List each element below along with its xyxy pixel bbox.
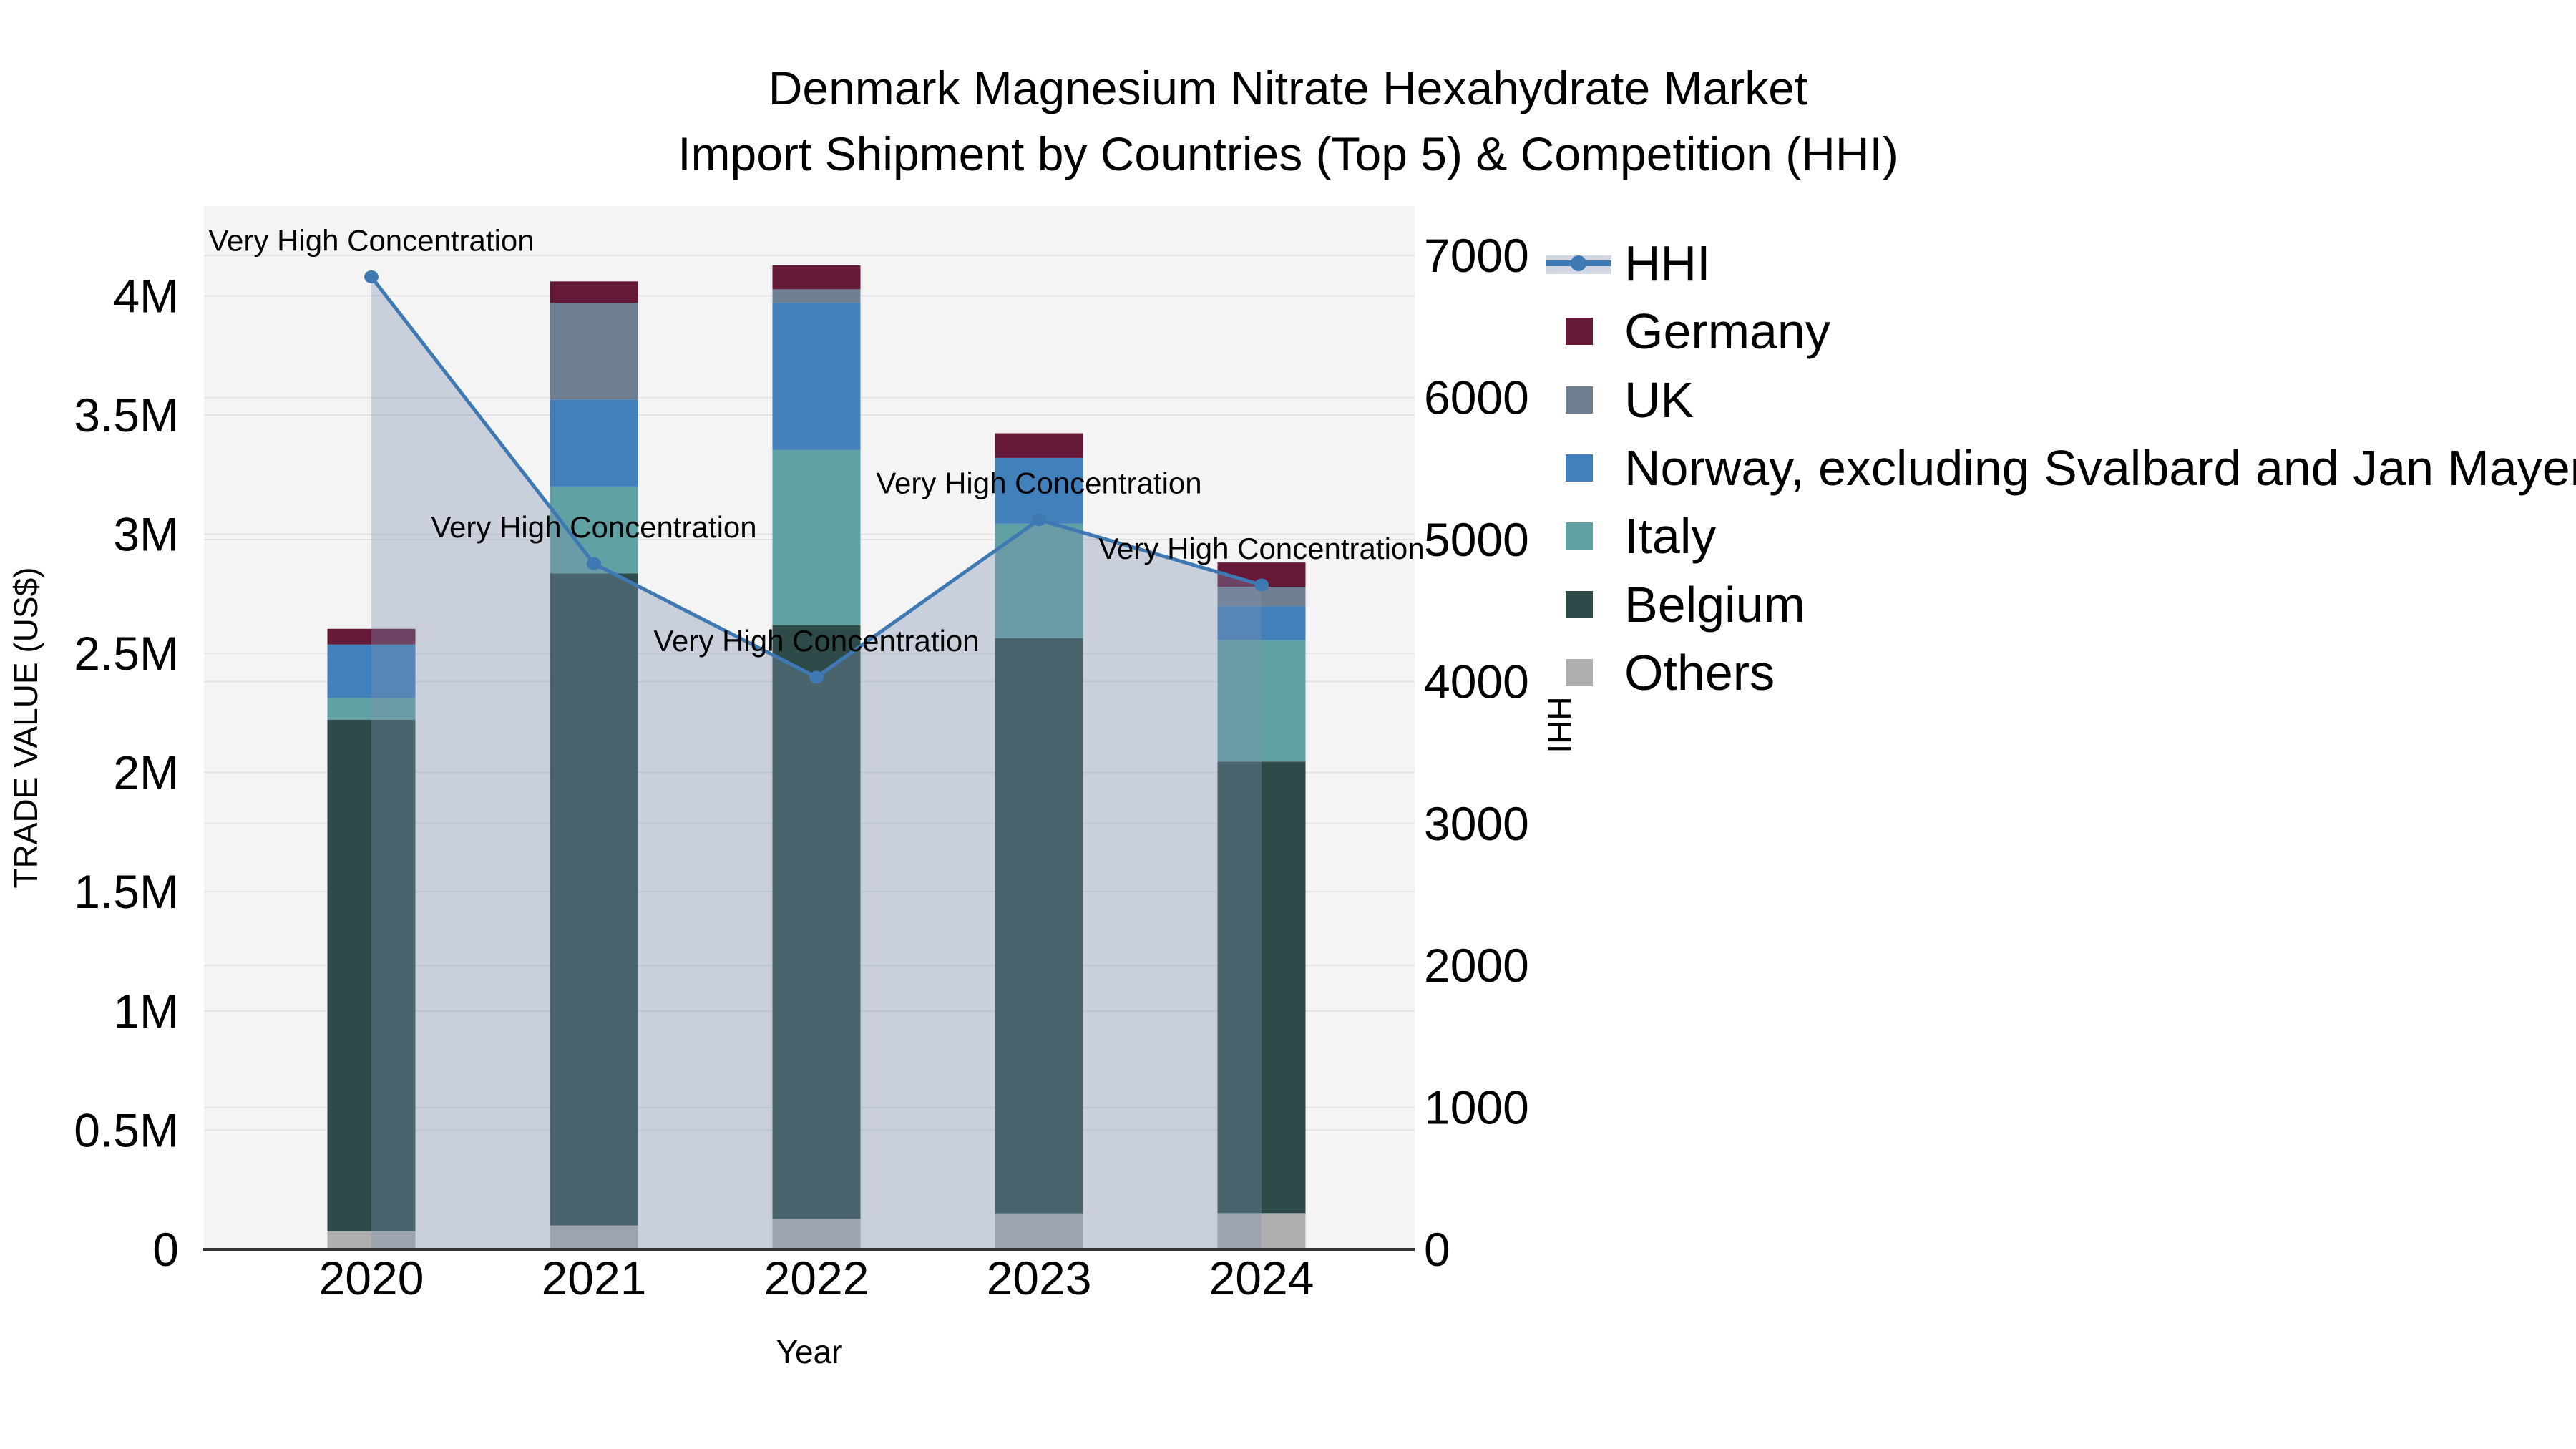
x-axis-title: Year (776, 1333, 843, 1370)
bar-2022-norway-excluding-svalbard-and-jan-mayen[interactable] (772, 303, 861, 450)
y-left-tick: 0.5M (74, 1103, 179, 1156)
annotation-2024: Very High Concentration (1098, 532, 1424, 565)
annotation-2020: Very High Concentration (208, 223, 534, 257)
y-right-tick: 2000 (1424, 939, 1529, 992)
hhi-marker-2022[interactable] (809, 670, 824, 684)
legend-item-italy[interactable]: Italy (1546, 502, 1716, 570)
bar-2022-italy[interactable] (772, 449, 861, 625)
hhi-marker-2020[interactable] (364, 270, 379, 283)
legend-item-germany[interactable]: Germany (1546, 298, 1830, 366)
legend-item-norway-excluding-svalbard-and-jan-mayen[interactable]: Norway, excluding Svalbard and Jan Mayen (1546, 434, 2576, 502)
bar-2022-others[interactable] (772, 1219, 861, 1249)
legend-swatch-uk (1566, 386, 1593, 414)
bar-2021-belgium[interactable] (550, 573, 638, 1226)
y-right-axis-title: HHI (1541, 696, 1578, 753)
bar-2021-norway-excluding-svalbard-and-jan-mayen[interactable] (550, 399, 638, 487)
legend-label: HHI (1624, 235, 1711, 291)
bar-2020-belgium[interactable] (327, 719, 416, 1232)
bar-2020-norway-excluding-svalbard-and-jan-mayen[interactable] (327, 644, 416, 698)
annotation-2021: Very High Concentration (431, 510, 756, 544)
hhi-marker-2023[interactable] (1032, 513, 1046, 527)
bar-2024-italy[interactable] (1217, 640, 1306, 762)
x-tick: 2023 (987, 1252, 1092, 1304)
bar-2020-others[interactable] (327, 1231, 416, 1249)
legend-label: UK (1624, 371, 1694, 428)
y-right-tick: 5000 (1424, 513, 1529, 566)
bar-2020-italy[interactable] (327, 698, 416, 720)
bar-2023-germany[interactable] (995, 433, 1083, 458)
legend-label: Italy (1624, 508, 1717, 565)
y-right-tick: 1000 (1424, 1081, 1529, 1134)
legend-swatch-others (1566, 658, 1593, 686)
legend-swatch-germany (1566, 318, 1593, 346)
y-left-tick: 1M (113, 985, 179, 1038)
bar-2023-belgium[interactable] (995, 638, 1083, 1214)
y-left-tick: 2.5M (74, 627, 179, 680)
y-right-tick: 3000 (1424, 797, 1529, 850)
y-left-tick: 3M (113, 507, 179, 560)
bar-2020-germany[interactable] (327, 628, 416, 645)
y-right-tick: 6000 (1424, 371, 1529, 424)
y-right-tick: 0 (1424, 1223, 1450, 1276)
bar-2023-others[interactable] (995, 1213, 1083, 1249)
bar-2022-germany[interactable] (772, 265, 861, 290)
y-left-tick: 3.5M (74, 389, 179, 441)
title-line-1: Denmark Magnesium Nitrate Hexahydrate Ma… (768, 62, 1808, 114)
annotation-2022: Very High Concentration (653, 624, 979, 658)
legend-swatch-belgium (1566, 590, 1593, 618)
legend-item-hhi[interactable]: HHI (1546, 230, 1711, 298)
bar-2021-others[interactable] (550, 1225, 638, 1249)
bar-2022-belgium[interactable] (772, 625, 861, 1219)
y-left-axis-title: TRADE VALUE (US$) (7, 567, 44, 888)
y-left-tick: 4M (113, 269, 179, 322)
bar-2021-uk[interactable] (550, 303, 638, 400)
bar-2024-belgium[interactable] (1217, 761, 1306, 1214)
y-right-tick: 7000 (1424, 229, 1529, 282)
x-tick: 2021 (542, 1252, 647, 1304)
legend-label: Germany (1624, 303, 1830, 360)
legend-item-uk[interactable]: UK (1546, 366, 1694, 434)
legend-swatch-norway-excluding-svalbard-and-jan-mayen (1566, 454, 1593, 482)
x-tick: 2020 (319, 1252, 424, 1304)
legend-label: Others (1624, 644, 1775, 701)
hhi-marker-2024[interactable] (1254, 578, 1269, 592)
y-left-tick: 2M (113, 746, 179, 799)
chart-title: Denmark Magnesium Nitrate Hexahydrate Ma… (0, 55, 2576, 187)
bar-2022-uk[interactable] (772, 289, 861, 303)
legend-item-belgium[interactable]: Belgium (1546, 570, 1805, 638)
legend-label: Belgium (1624, 576, 1805, 633)
bar-2023-italy[interactable] (995, 523, 1083, 638)
bar-2024-others[interactable] (1217, 1213, 1306, 1249)
x-tick: 2022 (764, 1252, 869, 1304)
annotation-2023: Very High Concentration (876, 467, 1201, 500)
y-right-tick: 4000 (1424, 655, 1529, 708)
x-tick: 2024 (1209, 1252, 1314, 1304)
bar-2021-germany[interactable] (550, 281, 638, 303)
bar-2024-norway-excluding-svalbard-and-jan-mayen[interactable] (1217, 606, 1306, 640)
legend-item-others[interactable]: Others (1546, 638, 1775, 706)
bar-2023-norway-excluding-svalbard-and-jan-mayen[interactable] (995, 457, 1083, 524)
legend-swatch-italy (1566, 522, 1593, 550)
legend-label: Norway, excluding Svalbard and Jan Mayen (1624, 439, 2576, 496)
y-left-tick: 1.5M (74, 865, 179, 918)
title-line-2: Import Shipment by Countries (Top 5) & C… (678, 127, 1898, 180)
y-left-tick: 0 (152, 1223, 179, 1276)
hhi-legend-symbol-icon (1546, 230, 1611, 298)
hhi-marker-2021[interactable] (587, 557, 601, 570)
